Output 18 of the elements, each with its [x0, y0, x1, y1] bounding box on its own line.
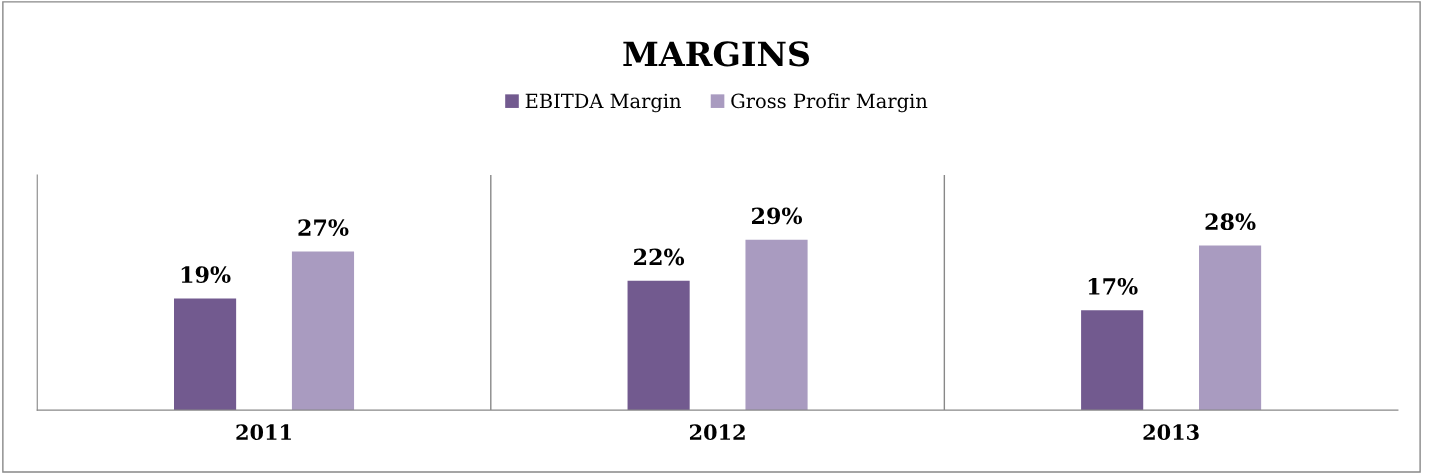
data-label: 28% [1205, 213, 1256, 231]
legend-label: EBITDA Margin [525, 93, 682, 113]
bar [1199, 245, 1262, 411]
bar [1081, 310, 1144, 411]
bar [745, 239, 808, 411]
legend-label: Gross Profir Margin [731, 93, 928, 113]
data-label: 29% [752, 207, 803, 225]
x-tick-label: 2011 [236, 424, 291, 441]
data-label: 19% [181, 266, 231, 284]
bar [627, 280, 690, 411]
chart-title: MARGINS [623, 41, 810, 67]
x-tick-label: 2013 [1143, 424, 1199, 441]
data-label: 17% [1088, 277, 1138, 295]
data-label: 27% [298, 219, 349, 236]
bar [291, 251, 355, 411]
data-label: 22% [634, 248, 685, 266]
bar [174, 298, 237, 411]
x-tick-label: 2012 [689, 424, 745, 441]
